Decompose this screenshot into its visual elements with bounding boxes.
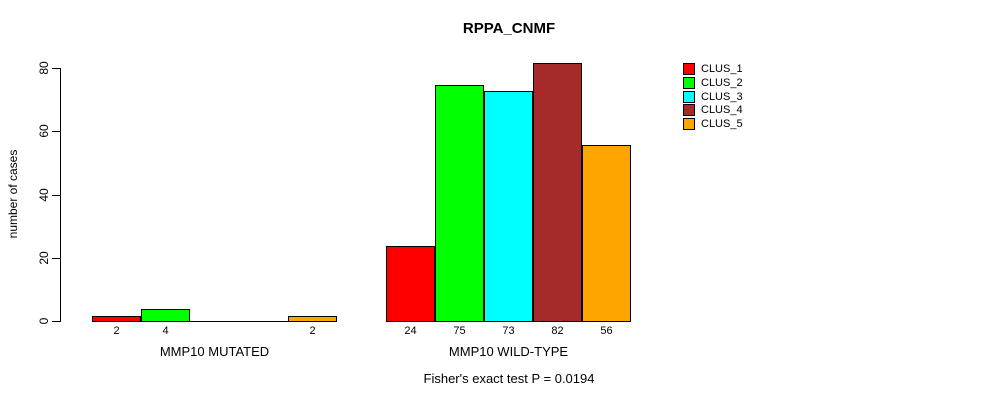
y-tick (52, 68, 60, 69)
bar-value-label: 24 (404, 325, 417, 337)
bar-value-label: 56 (600, 325, 613, 337)
bar-value-label: 75 (453, 325, 466, 337)
bar (582, 145, 631, 322)
bar (288, 316, 337, 322)
y-tick-label: 20 (37, 251, 51, 265)
bar (141, 309, 190, 322)
y-axis-label: number of cases (6, 149, 20, 239)
bar (239, 321, 288, 322)
y-tick (52, 321, 60, 322)
y-axis-line (60, 68, 61, 322)
y-tick-label: 0 (37, 317, 51, 325)
legend-label: CLUS_2 (701, 77, 743, 89)
chart-title: RPPA_CNMF (462, 20, 556, 37)
y-tick-label: 60 (37, 124, 51, 138)
legend-label: CLUS_1 (701, 63, 743, 75)
legend-swatch (683, 118, 695, 130)
bar-value-label: 82 (551, 325, 564, 337)
bar (484, 91, 533, 322)
category-label: MMP10 WILD-TYPE (448, 344, 569, 359)
legend-swatch (683, 77, 695, 89)
y-tick (52, 258, 60, 259)
bar (92, 316, 141, 322)
bar-value-label: 2 (113, 325, 120, 337)
legend-label: CLUS_5 (701, 118, 743, 130)
legend-label: CLUS_4 (701, 104, 743, 116)
bar (435, 85, 484, 322)
legend-swatch (683, 91, 695, 103)
y-tick (52, 131, 60, 132)
bar-value-label: 73 (502, 325, 515, 337)
category-label: MMP10 MUTATED (159, 344, 270, 359)
legend-swatch (683, 63, 695, 75)
legend-label: CLUS_3 (701, 91, 743, 103)
y-tick-label: 40 (37, 188, 51, 202)
bar (533, 63, 582, 322)
bar (386, 246, 435, 322)
bar-value-label: 2 (309, 325, 316, 337)
y-tick-label: 80 (37, 61, 51, 75)
y-tick (52, 195, 60, 196)
bar-value-label: 4 (162, 325, 169, 337)
annotation-text: Fisher's exact test P = 0.0194 (423, 371, 595, 386)
bar (190, 321, 239, 322)
legend-swatch (683, 104, 695, 116)
